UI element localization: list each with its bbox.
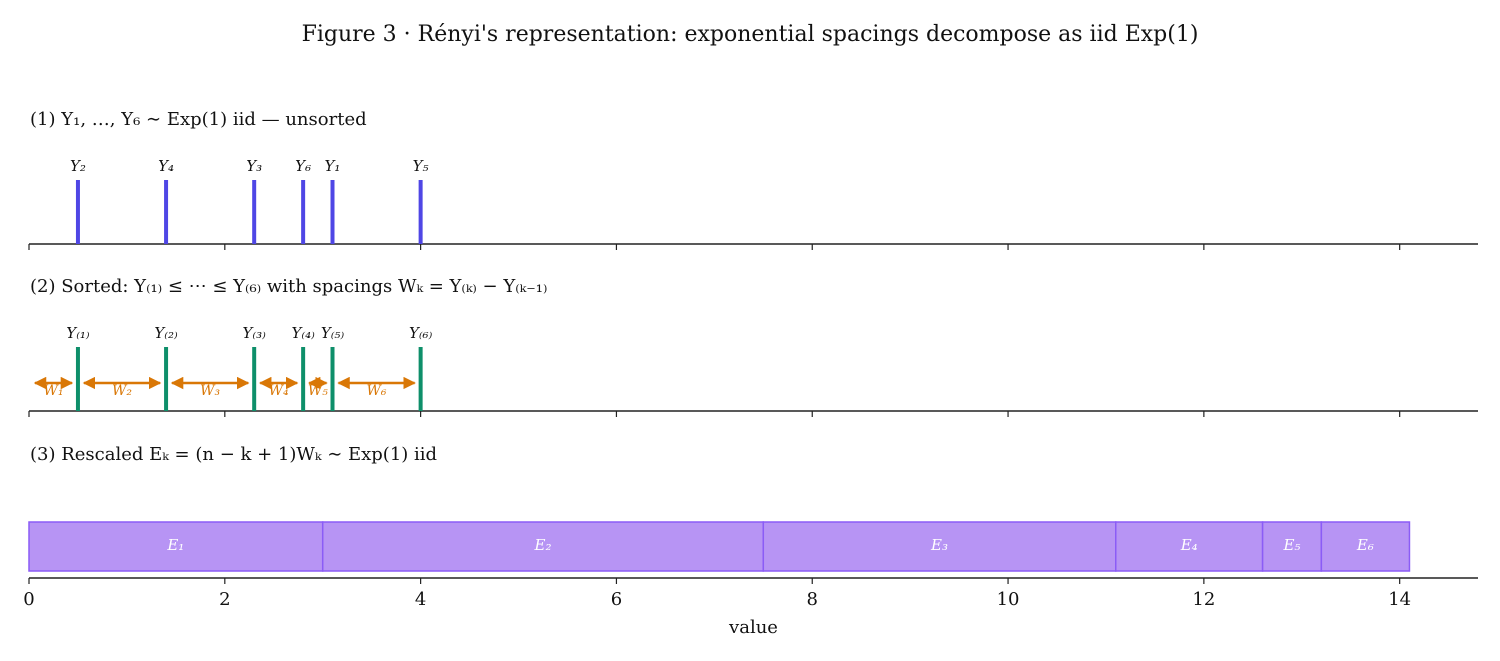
spike-label: Y₍₆₎ [409, 324, 433, 342]
spike-label: Y₍₄₎ [291, 324, 315, 342]
x-tick-label: 12 [1192, 589, 1215, 610]
spike-label: Y₍₁₎ [66, 324, 90, 342]
x-tick-label: 6 [611, 589, 622, 610]
segment-label: E₅ [1282, 536, 1300, 554]
x-tick-label: 14 [1388, 589, 1411, 610]
segment-label: E₃ [930, 536, 948, 554]
spike-label: Y₅ [413, 157, 429, 175]
x-tick-label: 2 [219, 589, 230, 610]
panel-title: (2) Sorted: Y₍₁₎ ≤ ⋯ ≤ Y₍₆₎ with spacing… [30, 276, 547, 297]
spacing-label: W₄ [269, 383, 289, 399]
segment [1115, 521, 1264, 572]
spike-label: Y₍₅₎ [321, 324, 345, 342]
spike-label: Y₍₂₎ [154, 324, 178, 342]
segment-label: E₂ [534, 536, 552, 554]
spike-label: Y₂ [70, 157, 86, 175]
spike-label: Y₆ [295, 157, 311, 175]
spike-label: Y₄ [158, 157, 174, 175]
x-tick-label: 4 [415, 589, 426, 610]
segment [28, 521, 324, 572]
spacing-label: W₃ [200, 383, 220, 399]
spacing-label: W₁ [43, 383, 63, 399]
x-tick-label: 8 [807, 589, 818, 610]
segment-label: E₁ [166, 536, 184, 554]
figure-title: Figure 3 · Rényi's representation: expon… [302, 22, 1199, 47]
panel-title: (3) Rescaled Eₖ = (n − k + 1)Wₖ ∼ Exp(1)… [30, 444, 437, 465]
spike-label: Y₃ [246, 157, 262, 175]
spacing-label: W₂ [112, 383, 132, 399]
segment [321, 521, 765, 572]
segment-label: E₄ [1180, 536, 1198, 554]
segment [1320, 521, 1411, 572]
spike-label: Y₍₃₎ [243, 324, 267, 342]
segment-label: E₆ [1356, 536, 1374, 554]
spike-label: Y₁ [325, 157, 341, 175]
spacing-label: W₅ [308, 383, 328, 399]
x-axis-label: value [728, 617, 778, 638]
x-tick-label: 10 [997, 589, 1020, 610]
segment [762, 521, 1117, 572]
x-tick-label: 0 [23, 589, 34, 610]
spacing-label: W₆ [367, 383, 387, 399]
segment [1261, 521, 1323, 572]
panel-title: (1) Y₁, …, Y₆ ∼ Exp(1) iid — unsorted [30, 109, 367, 130]
